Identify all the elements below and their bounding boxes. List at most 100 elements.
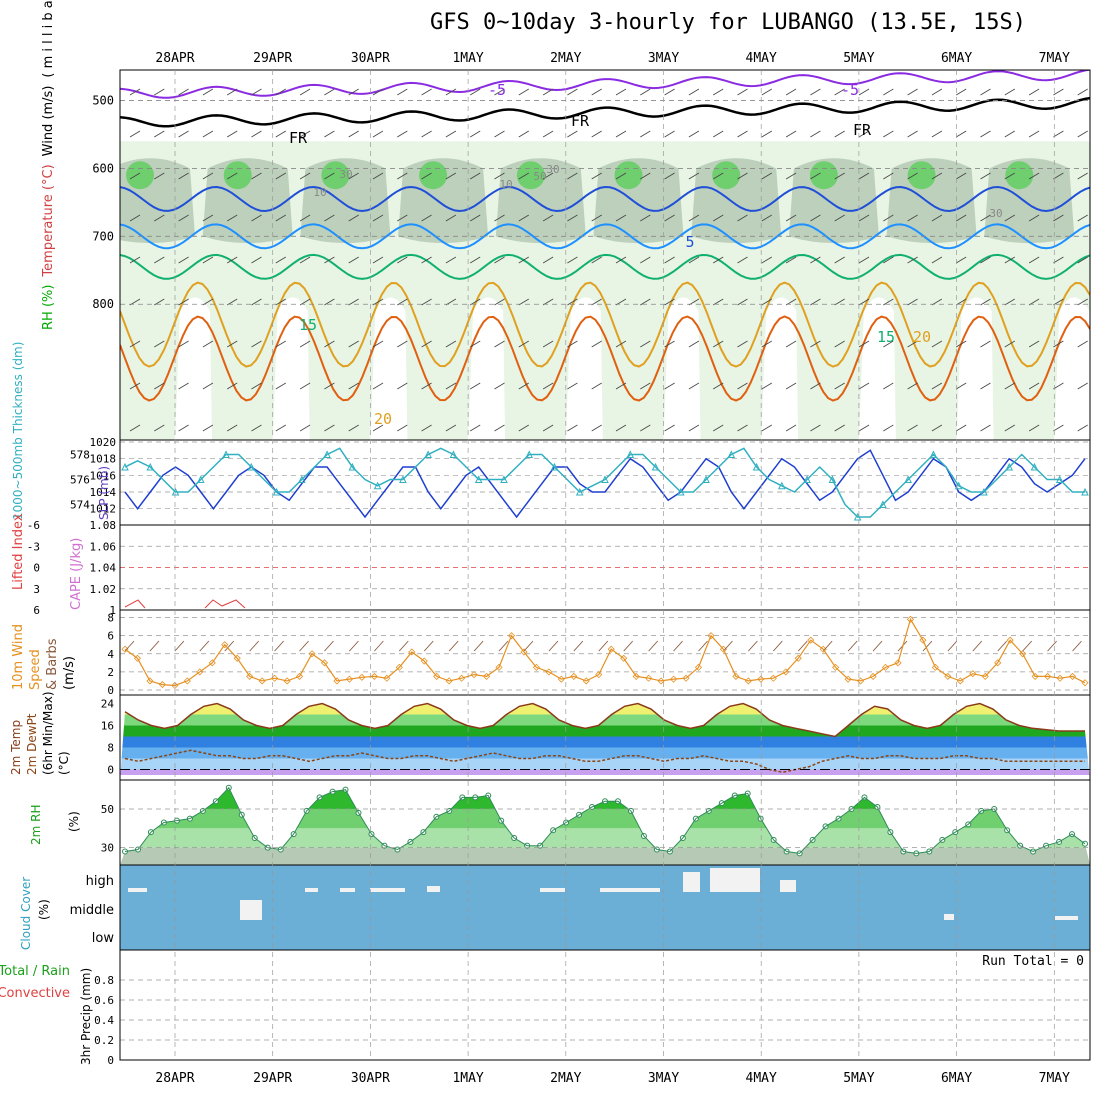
y-axis-label: 10m Wind Speed & Barbs (m/s)	[11, 624, 77, 690]
y-tick-label-left: 0	[33, 562, 40, 575]
panel-frame	[119, 949, 1091, 1061]
wind-barb	[299, 424, 311, 432]
wind-barb	[224, 640, 235, 652]
wind-speed-point	[208, 659, 216, 667]
cloud-gap	[128, 888, 147, 892]
wind-barb	[822, 640, 833, 652]
wind-speed-point	[295, 672, 304, 680]
wind-barb	[1004, 256, 1016, 264]
wind-barb	[1077, 172, 1088, 180]
contour-label: FR	[853, 121, 872, 139]
wind-barb	[178, 88, 189, 96]
wind-barb	[591, 298, 602, 306]
thickness-point	[929, 450, 938, 458]
series-line-DewPt	[124, 749, 1085, 774]
wind-barb	[299, 382, 311, 390]
wind-barb	[785, 340, 797, 348]
wind-barb	[591, 130, 602, 138]
wind-barb	[907, 340, 918, 348]
wind-barb	[1004, 340, 1016, 348]
contour-label: FR	[571, 112, 590, 130]
wind-speed-point	[1006, 636, 1014, 644]
y-tick-label: 1.06	[90, 540, 117, 553]
wind-barb	[1077, 214, 1088, 222]
wind-barb	[907, 424, 918, 432]
wind-speed-point	[570, 672, 578, 680]
rh-core	[419, 161, 448, 190]
wind-barb	[299, 340, 311, 348]
wind-barb	[737, 382, 748, 390]
wind-barb	[664, 130, 675, 138]
wind-barb	[567, 256, 578, 264]
wind-barb	[737, 130, 748, 138]
rh-bands	[120, 787, 1090, 865]
cloud-panel: high middle low Cloud Cover (%)	[19, 864, 1091, 951]
wind-barb	[834, 256, 845, 264]
wind-barb	[712, 172, 724, 180]
rh-core	[1005, 161, 1034, 190]
wind-barb	[178, 172, 189, 180]
thickness-point	[1005, 462, 1014, 471]
wind-barb	[761, 256, 773, 264]
y-axis-label: 2m RH	[29, 805, 43, 846]
wind-barb	[397, 88, 408, 96]
wind-barb	[1053, 214, 1064, 222]
wind-barb	[980, 214, 991, 222]
isotherm-15	[120, 253, 1090, 280]
wind-barb	[154, 298, 165, 306]
wind-barb	[858, 172, 870, 180]
wind-barb	[810, 424, 821, 432]
wind-barb	[997, 640, 1008, 652]
wind-barb	[324, 340, 335, 348]
wind-barb	[785, 172, 797, 180]
wind-speed-point	[1056, 674, 1064, 682]
wind-barb	[980, 172, 991, 180]
wind-barb	[421, 382, 432, 390]
wind-barb	[226, 88, 238, 96]
cloud-gap	[370, 888, 405, 892]
wind-barb	[664, 172, 675, 180]
wind-barb	[567, 88, 578, 96]
wind-speed-point	[532, 663, 540, 671]
wind-speed-point	[345, 675, 353, 683]
wind-barb	[858, 424, 870, 432]
cloud-fill	[120, 865, 1090, 950]
wind-speed-point	[221, 641, 229, 649]
wind-barb	[858, 382, 870, 390]
wind-barb	[737, 298, 748, 306]
wind-barb	[469, 382, 481, 390]
wind-barb	[397, 130, 408, 138]
temp-band	[120, 736, 1090, 748]
wind-speed-point	[370, 672, 378, 680]
cloud-gap	[427, 886, 440, 892]
wind-barb	[469, 88, 481, 96]
wind-speed-point	[395, 663, 403, 671]
wind-barb	[761, 172, 773, 180]
wind-barb	[178, 214, 189, 222]
y-tick-label: 8	[107, 742, 114, 755]
wind-barb	[372, 256, 384, 264]
wind-barb	[1072, 640, 1082, 652]
contour-label: 20	[374, 410, 392, 428]
wind-speed-point	[1031, 672, 1039, 680]
y-axis-label: 2m Temp 2m DewPt (6hr Min/Max) (°C)	[9, 692, 71, 776]
wind-barb	[226, 424, 238, 432]
rh-core	[712, 161, 741, 190]
wind-barb	[615, 382, 627, 390]
wind-barb	[154, 424, 165, 432]
wind-barb	[129, 256, 141, 264]
wind-barb	[542, 88, 554, 96]
temp-bands	[120, 703, 1090, 775]
rh-core	[907, 161, 936, 190]
wind-barb	[761, 340, 773, 348]
wind-barb	[1022, 640, 1032, 652]
wind-barb	[1053, 172, 1064, 180]
wind-barb	[494, 382, 505, 390]
wind-barb	[931, 340, 943, 348]
wind-barb	[955, 172, 967, 180]
wind-barb	[761, 382, 773, 390]
wind-barb	[445, 88, 457, 96]
cloud-gap	[540, 888, 565, 892]
